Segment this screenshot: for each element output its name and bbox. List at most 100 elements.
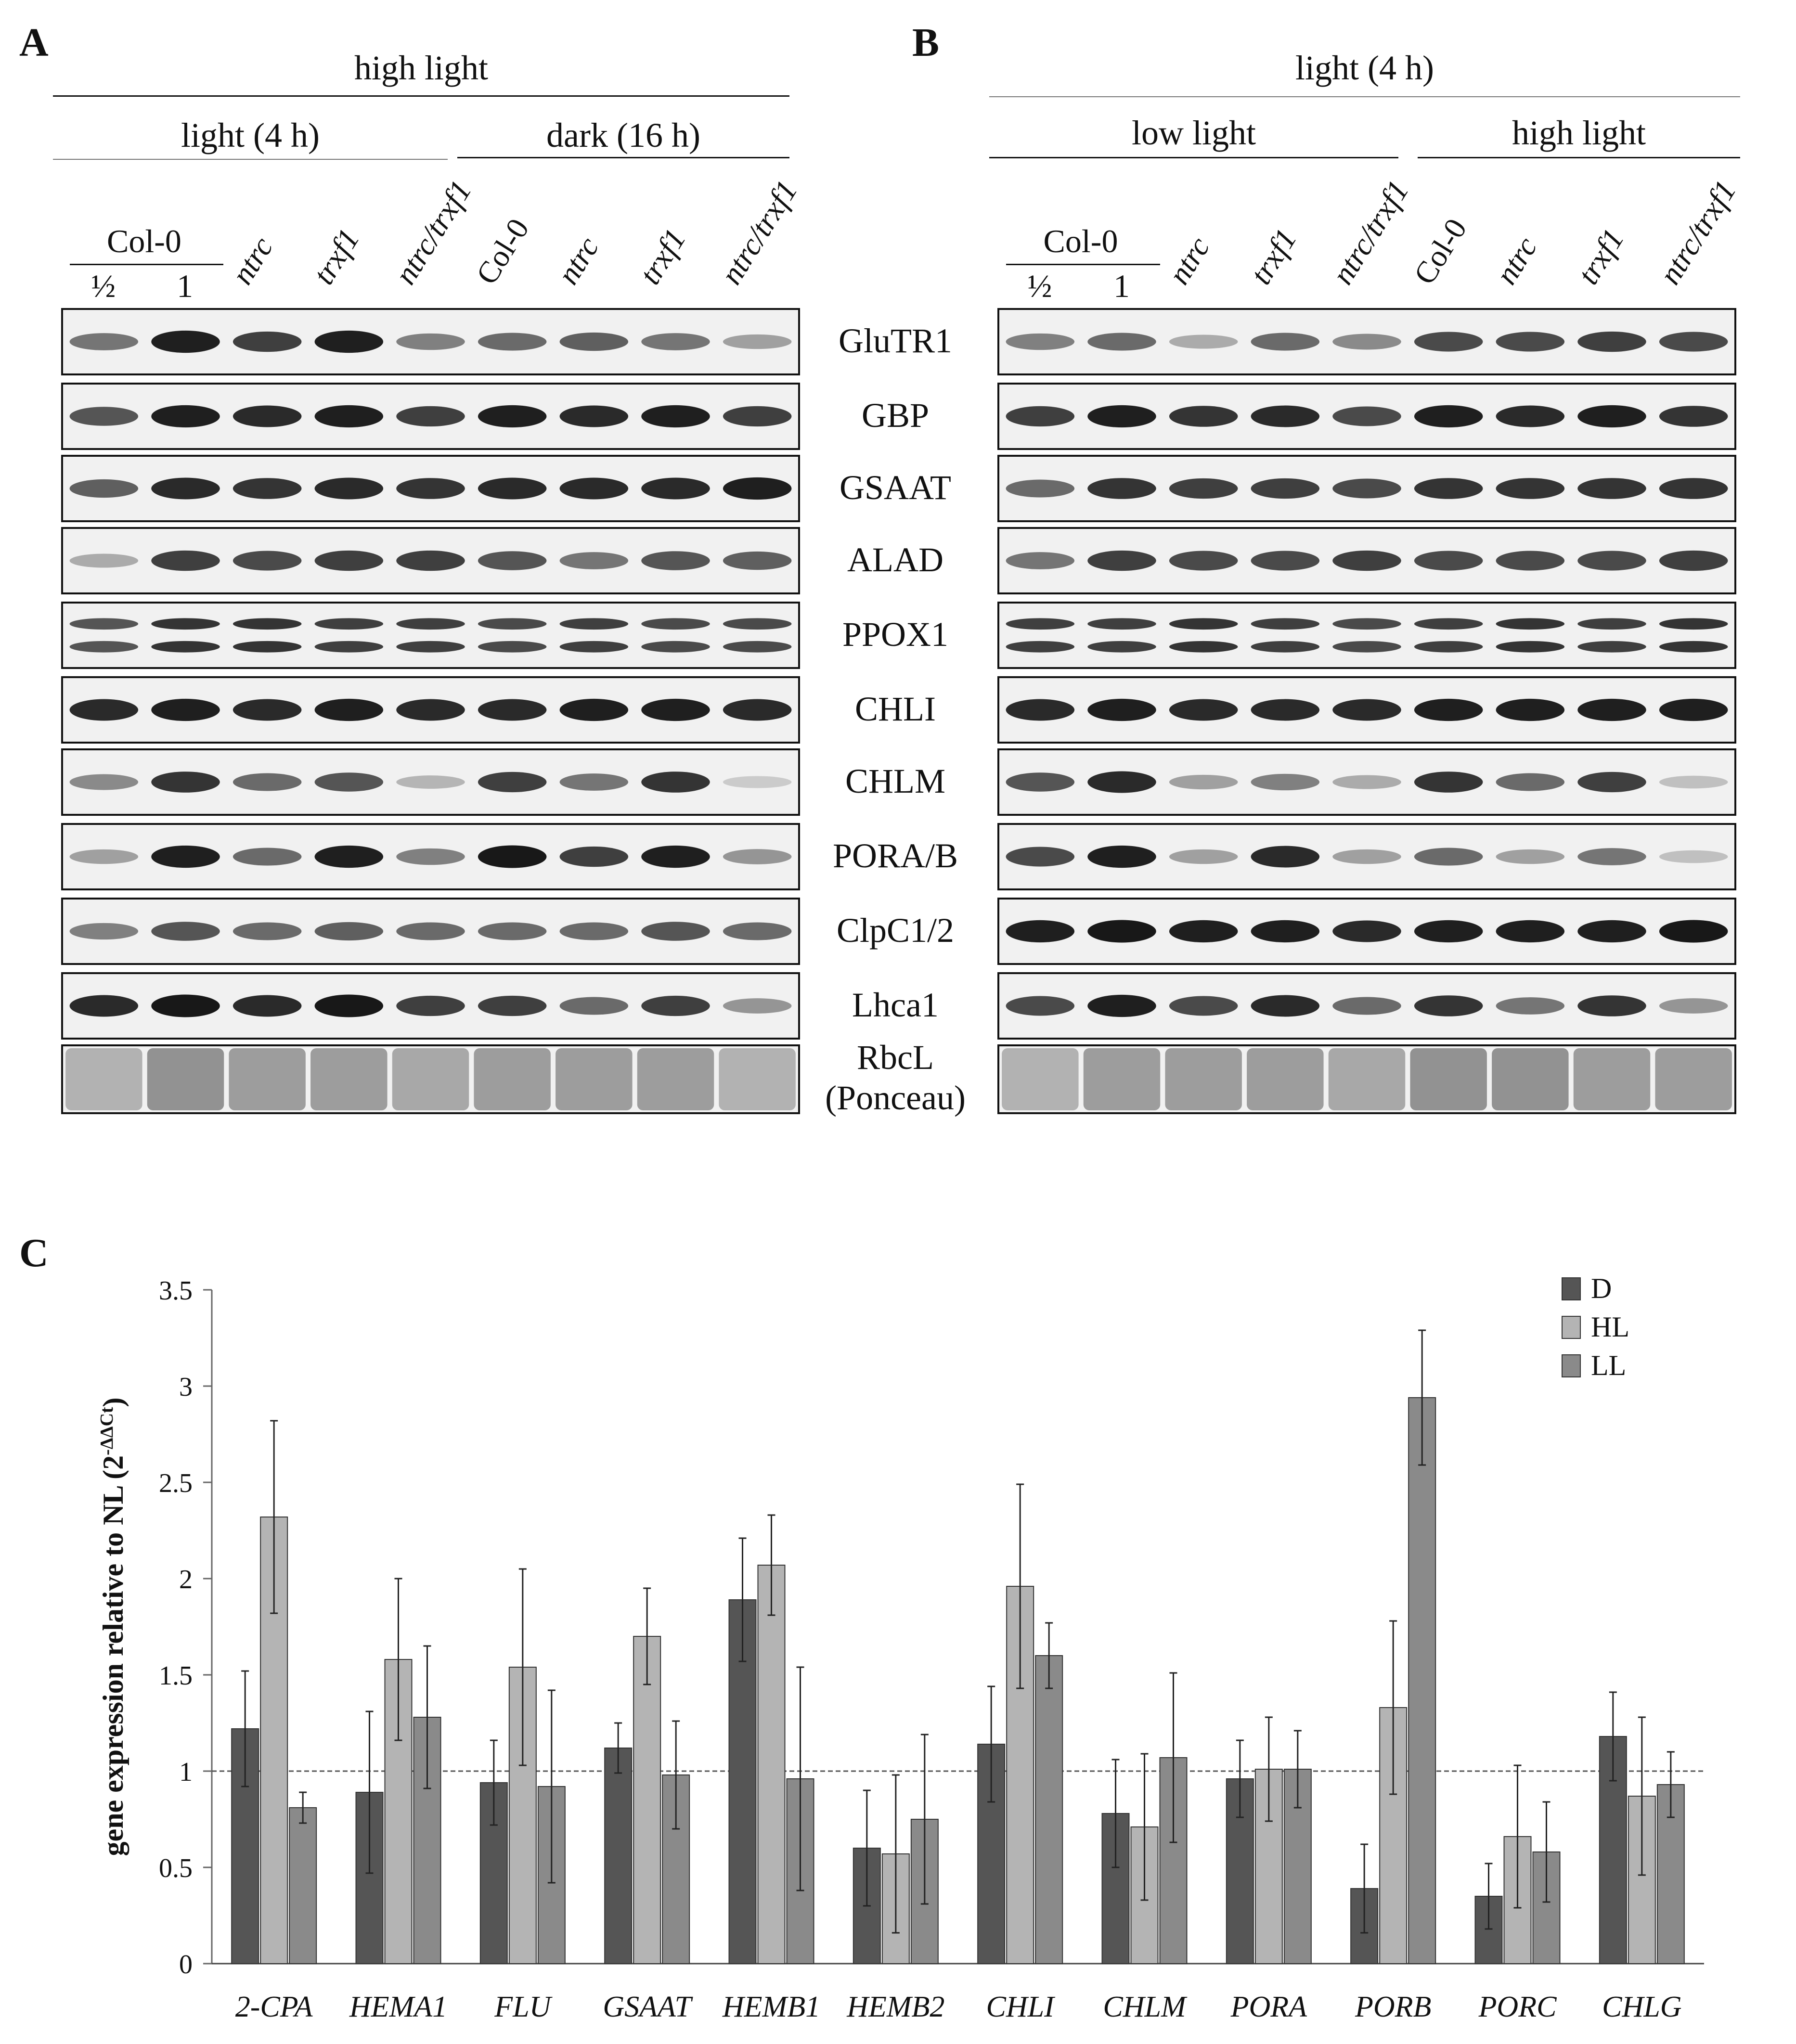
blot-band — [1169, 699, 1238, 721]
lane-label-3: trxf1 — [306, 222, 366, 290]
blot-band — [641, 771, 710, 793]
protein-label-5: CHLI — [855, 690, 936, 728]
ponceau-lane — [65, 1048, 142, 1110]
blot-band — [478, 771, 547, 793]
blot-band — [1577, 551, 1646, 571]
blot-band — [1332, 406, 1401, 426]
col0-reference-line — [1006, 264, 1160, 265]
blot-band — [723, 618, 792, 630]
blot-band — [478, 477, 547, 500]
blot-band — [69, 641, 139, 653]
ponceau-lane — [1083, 1048, 1161, 1110]
panel-a-letter: A — [19, 20, 49, 65]
blot-band — [1659, 641, 1728, 653]
blot-band — [1006, 847, 1075, 867]
blot-band — [396, 848, 465, 865]
blot-band — [1577, 641, 1646, 653]
blot-band — [1496, 698, 1565, 721]
blot-band — [233, 551, 302, 571]
blot-band — [723, 849, 792, 864]
blot-a-row-4 — [61, 602, 800, 669]
bar-chart: 0 0.5 1 1.5 2 2.5 3 3.5 2-CPA HEMA1 FLU GSAAT HEMB1 H… — [97, 1273, 1704, 2023]
lane-label-7: trxf1 — [632, 222, 693, 290]
blot-band — [1332, 775, 1401, 789]
blot-band — [1414, 618, 1483, 630]
blot-band — [1169, 551, 1238, 571]
protein-label-8: ClpC1/2 — [836, 911, 955, 950]
ponceau-lane — [1328, 1048, 1406, 1110]
lane-label-1: 1 — [177, 268, 194, 304]
blot-band — [1496, 849, 1565, 864]
blot-band — [1087, 405, 1156, 428]
blot-band — [314, 405, 384, 428]
blot-band — [723, 922, 792, 940]
blot-band — [1251, 699, 1320, 721]
blot-band — [1496, 478, 1565, 499]
blot-band — [1577, 478, 1646, 499]
blot-band — [1577, 618, 1646, 630]
blot-band — [396, 995, 465, 1016]
panel-b-header-right-line — [1418, 157, 1740, 158]
lane-label-1: 1 — [1113, 268, 1130, 304]
blot-band — [69, 618, 139, 630]
x-tick-label: 2-CPA — [235, 1991, 313, 2023]
blot-band — [69, 407, 139, 426]
panel-b-header-top: light (4 h) — [1295, 49, 1434, 87]
legend-label-LL: LL — [1591, 1350, 1626, 1381]
blot-band — [1414, 995, 1483, 1016]
blot-a-row-3 — [61, 527, 800, 594]
blot-band — [396, 775, 465, 789]
blot-band — [641, 845, 710, 868]
blot-band — [1332, 550, 1401, 571]
blot-band — [1332, 478, 1401, 499]
ponceau-lane — [637, 1048, 714, 1110]
blot-band — [559, 618, 629, 630]
blot-band — [1659, 406, 1728, 427]
blot-band — [1087, 333, 1156, 351]
blot-band — [478, 405, 547, 428]
blot-b-row-1 — [997, 383, 1736, 450]
blot-band — [1087, 698, 1156, 721]
blot-band — [1006, 699, 1075, 721]
y-tick-label: 3.5 — [159, 1276, 193, 1306]
lane-label-4: ntrc/trxf1 — [1325, 174, 1416, 290]
blot-band — [151, 698, 220, 721]
blot-band — [559, 922, 629, 940]
protein-label-3: ALAD — [847, 540, 943, 579]
blot-band — [1659, 550, 1728, 571]
blot-band — [723, 641, 792, 653]
blot-band — [641, 551, 710, 570]
blot-band — [1251, 618, 1320, 630]
blot-band — [478, 699, 547, 721]
blot-band — [641, 477, 710, 500]
blot-band — [1332, 641, 1401, 653]
blot-band — [151, 477, 220, 500]
blot-band — [396, 618, 465, 630]
y-tick-label: 3 — [179, 1372, 193, 1402]
ponceau-lane — [1410, 1048, 1487, 1110]
blot-band — [69, 849, 139, 864]
blot-band — [233, 995, 302, 1017]
blot-band — [151, 845, 220, 868]
blot-band — [1169, 849, 1238, 864]
blot-band — [1496, 405, 1565, 427]
blot-band — [1414, 405, 1483, 428]
x-tick-label: FLU — [494, 1991, 553, 2023]
blot-band — [233, 478, 302, 499]
bar-HL-HEMB1 — [757, 1565, 786, 1964]
panel-b-header-top-line — [989, 96, 1740, 97]
x-tick-label: HEMB1 — [722, 1991, 820, 2023]
blot-band — [1169, 641, 1238, 653]
blot-band — [1414, 920, 1483, 943]
col0-reference-label: Col-0 — [106, 223, 181, 259]
legend-swatch-LL — [1562, 1354, 1581, 1377]
x-tick-label: PORA — [1230, 1991, 1308, 2023]
blot-a-row-10 — [61, 1044, 800, 1114]
blot-band — [1659, 920, 1728, 943]
blot-band — [1659, 775, 1728, 789]
blot-b-row-10 — [997, 1044, 1736, 1114]
blot-band — [478, 551, 547, 570]
panel-a-header-right: dark (16 h) — [546, 116, 700, 154]
blot-band — [1659, 332, 1728, 352]
blot-a-row-7 — [61, 823, 800, 890]
